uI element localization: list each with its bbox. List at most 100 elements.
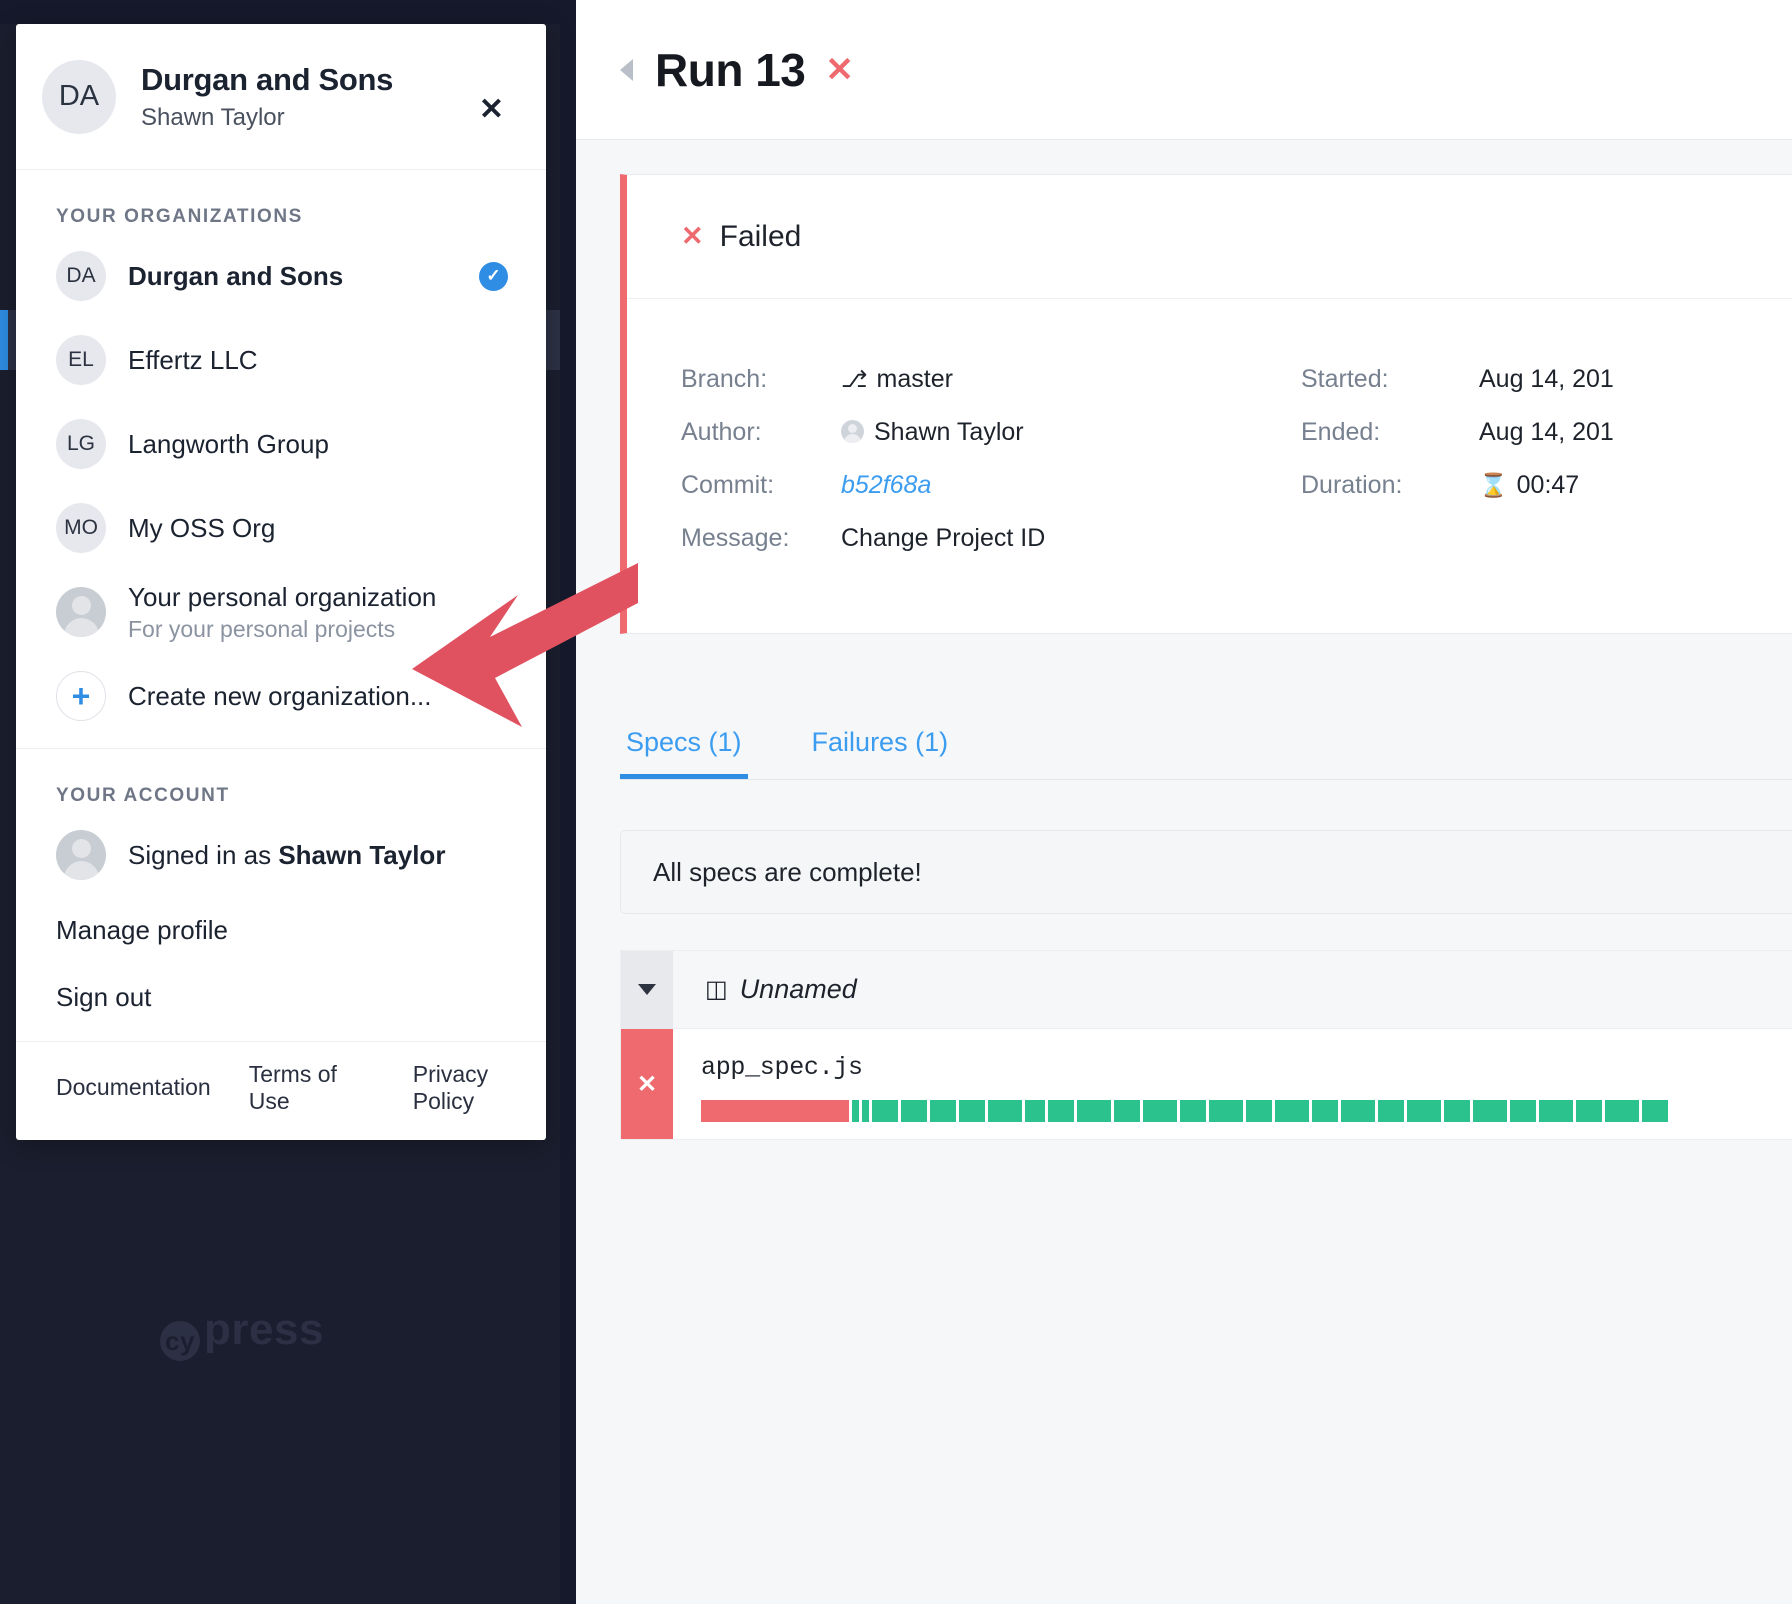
org-label: Effertz LLC: [128, 344, 258, 375]
test-segment-pass: [1114, 1100, 1140, 1122]
org-item-effertz-llc[interactable]: EL Effertz LLC: [16, 318, 546, 402]
ended-value: Aug 14, 201: [1479, 418, 1614, 446]
run-tabs: Specs (1) Failures (1): [620, 702, 1792, 780]
run-header: Run 13 ✕: [576, 0, 1792, 140]
org-label: Langworth Group: [128, 428, 329, 459]
documentation-link[interactable]: Documentation: [56, 1074, 211, 1100]
sign-out-link[interactable]: Sign out: [56, 982, 152, 1012]
run-metadata-right: Started: Aug 14, 201 Ended: Aug 14, 201 …: [1301, 353, 1614, 565]
person-icon: [56, 587, 106, 637]
dropdown-footer: Documentation Terms of Use Privacy Polic…: [16, 1041, 546, 1133]
meta-key: Ended:: [1301, 418, 1381, 446]
failed-x-icon: ✕: [621, 1029, 673, 1139]
plus-icon: +: [56, 671, 106, 721]
test-segment-pass: [1642, 1100, 1668, 1122]
tab-specs[interactable]: Specs (1): [620, 727, 748, 779]
meta-row-message: Message: Change Project ID: [681, 512, 1301, 565]
message-value: Change Project ID: [841, 524, 1046, 552]
signed-in-prefix: Signed in as: [128, 839, 279, 870]
tab-failures[interactable]: Failures (1): [811, 727, 949, 757]
org-label: My OSS Org: [128, 512, 276, 543]
signed-in-text: Signed in as Shawn Taylor: [128, 840, 445, 871]
create-org-label: Create new organization...: [128, 680, 432, 711]
test-segment-pass: [1539, 1100, 1573, 1122]
terms-of-use-link[interactable]: Terms of Use: [248, 1060, 337, 1114]
hourglass-icon: ⌛: [1479, 472, 1508, 498]
test-segment-pass: [1444, 1100, 1470, 1122]
caret-down-icon[interactable]: [621, 950, 673, 1029]
account-section-title: YOUR ACCOUNT: [56, 785, 230, 806]
org-avatar: LG: [56, 419, 106, 469]
test-segment-pass: [852, 1100, 859, 1122]
author-value: Shawn Taylor: [874, 418, 1024, 446]
test-segment-pass: [1576, 1100, 1602, 1122]
test-segment-pass: [1025, 1100, 1045, 1122]
page-title: Run 13: [655, 43, 806, 96]
test-segment-pass: [1341, 1100, 1375, 1122]
spec-table: ◫ Unnamed ✕ app_spec.js: [620, 950, 1792, 1140]
run-metadata-left: Branch: ⎇ master Author: Shawn Taylor Com…: [681, 353, 1301, 565]
check-icon: ✓: [479, 261, 508, 291]
run-summary-card: ✕ Failed Branch: ⎇ master Author: Shawn T…: [620, 174, 1792, 634]
test-segment-pass: [1312, 1100, 1338, 1122]
close-icon[interactable]: ✕: [478, 93, 504, 126]
spec-group-name: ◫ Unnamed: [705, 974, 857, 1005]
app-titlebar: [0, 0, 560, 24]
back-arrow-icon[interactable]: [620, 58, 633, 81]
spec-group-row: ◫ Unnamed: [621, 950, 1792, 1029]
meta-key: Author:: [681, 418, 762, 446]
run-detail-panel: Run 13 ✕ ✕ Failed Branch: ⎇ master A: [560, 0, 1792, 1604]
table-row[interactable]: ✕ app_spec.js: [621, 1029, 1792, 1139]
test-segment-pass: [1605, 1100, 1639, 1122]
current-org-name: Durgan and Sons: [141, 61, 394, 97]
status-badge: Failed: [719, 219, 802, 253]
test-segment-pass: [1048, 1100, 1074, 1122]
org-avatar: EL: [56, 335, 106, 385]
panel-edge: [560, 0, 576, 1604]
privacy-policy-link[interactable]: Privacy Policy: [412, 1060, 489, 1114]
org-item-langworth-group[interactable]: LG Langworth Group: [16, 402, 546, 486]
org-item-durgan-and-sons[interactable]: DA Durgan and Sons ✓: [16, 234, 546, 318]
branch-icon: ⎇: [841, 366, 868, 392]
avatar: DA: [42, 59, 116, 134]
signed-in-name: Shawn Taylor: [278, 839, 446, 870]
cypress-logo: cy press: [160, 1305, 324, 1361]
commit-link[interactable]: b52f68a: [841, 471, 932, 499]
org-avatar: MO: [56, 503, 106, 553]
signed-in-row: Signed in as Shawn Taylor: [16, 813, 546, 897]
branch-value: master: [876, 365, 953, 393]
create-new-organization-button[interactable]: + Create new organization...: [16, 654, 546, 738]
meta-value: Shawn Taylor: [841, 418, 1024, 447]
organizations-section: YOUR ORGANIZATIONS DA Durgan and Sons ✓ …: [16, 170, 546, 749]
failed-x-icon: ✕: [825, 50, 854, 89]
org-label: Durgan and Sons: [128, 260, 344, 291]
meta-key: Started:: [1301, 365, 1389, 393]
account-section: YOUR ACCOUNT Signed in as Shawn Taylor M…: [16, 749, 546, 1041]
brand-watermark: 🔑 🕮 ❤: [0, 1150, 560, 1604]
cypress-logo-mark: cy: [160, 1321, 200, 1361]
manage-profile-link[interactable]: Manage profile: [56, 915, 228, 945]
test-segment-pass: [1143, 1100, 1177, 1122]
run-status-row: ✕ Failed: [627, 175, 1792, 299]
test-segment-pass: [1180, 1100, 1206, 1122]
spec-main: app_spec.js: [673, 1029, 1792, 1139]
test-segment-pass: [1510, 1100, 1536, 1122]
test-segment-pass: [959, 1100, 985, 1122]
spec-group-label: Unnamed: [739, 974, 857, 1004]
meta-key: Message:: [681, 524, 790, 552]
test-segment-pass: [1275, 1100, 1309, 1122]
panel-body: ✕ Failed Branch: ⎇ master Author: Shawn T…: [576, 140, 1792, 1604]
meta-row-duration: Duration: ⌛ 00:47: [1301, 459, 1614, 512]
test-segment-pass: [1473, 1100, 1507, 1122]
org-item-personal-organization[interactable]: Your personal organization For your pers…: [16, 570, 546, 654]
meta-value: ⎇ master: [841, 365, 953, 394]
org-label: Your personal organization: [128, 581, 437, 612]
meta-key: Commit:: [681, 471, 775, 499]
org-item-my-oss-org[interactable]: MO My OSS Org: [16, 486, 546, 570]
meta-row-author: Author: Shawn Taylor: [681, 406, 1301, 459]
meta-row-branch: Branch: ⎇ master: [681, 353, 1301, 406]
test-segment-pass: [1246, 1100, 1272, 1122]
test-segment-pass: [988, 1100, 1022, 1122]
meta-key: Branch:: [681, 365, 768, 393]
